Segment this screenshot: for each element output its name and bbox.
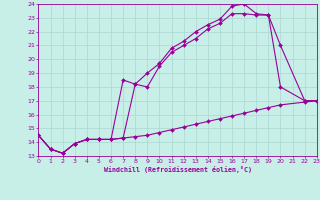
X-axis label: Windchill (Refroidissement éolien,°C): Windchill (Refroidissement éolien,°C)	[104, 166, 252, 173]
